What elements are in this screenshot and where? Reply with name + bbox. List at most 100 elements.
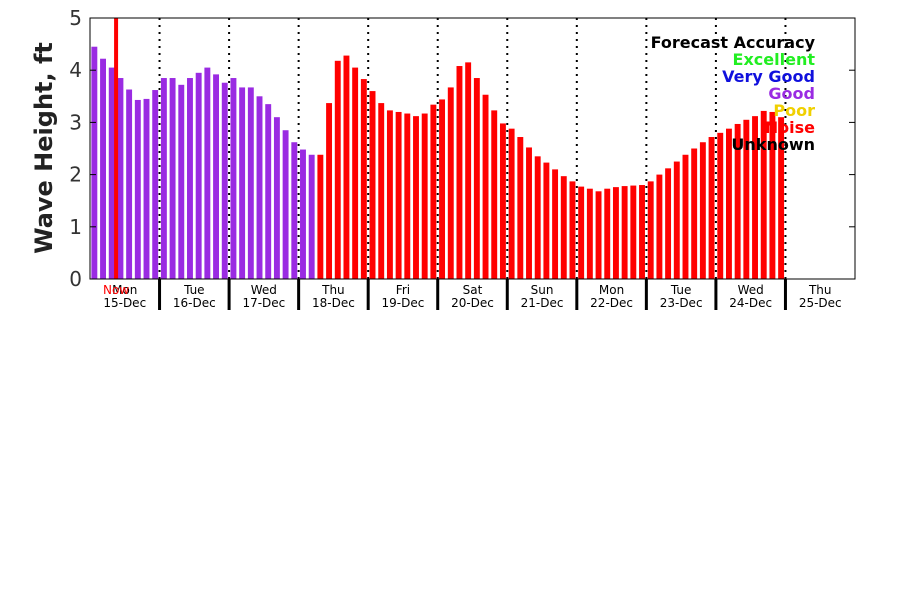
- x-day-name-label: Sat: [463, 283, 483, 297]
- y-axis: 0 1 2 3 4 5: [69, 6, 855, 291]
- y-tick-label: 0: [69, 267, 82, 291]
- wave-bar-noise: [639, 185, 645, 279]
- wave-bar-good: [195, 72, 202, 279]
- wave-bar-noise: [491, 110, 498, 279]
- x-date-label: 23-Dec: [660, 296, 703, 310]
- x-day-name-label: Thu: [808, 283, 832, 297]
- wave-bar-noise: [439, 99, 446, 279]
- wave-bar-good: [265, 104, 272, 279]
- wave-bar-good: [282, 130, 289, 279]
- wave-bar-noise: [734, 123, 741, 279]
- wave-bar-noise: [743, 119, 750, 279]
- wave-bar-noise: [543, 162, 550, 279]
- x-date-label: 21-Dec: [521, 296, 564, 310]
- wave-bar-noise: [699, 142, 706, 279]
- wave-bar-noise: [630, 185, 637, 279]
- wave-bar-noise: [656, 174, 663, 279]
- wave-bar-good: [178, 84, 185, 279]
- x-date-label: 18-Dec: [312, 296, 355, 310]
- wave-bar-noise: [578, 186, 585, 279]
- wave-bar-noise: [404, 113, 411, 279]
- wave-bar-noise: [421, 113, 428, 279]
- wave-bar-good: [117, 78, 124, 279]
- wave-bar-noise: [725, 128, 732, 279]
- wave-bar-noise: [560, 176, 567, 279]
- wave-bar-noise: [317, 154, 324, 279]
- wave-bar-noise: [604, 188, 611, 279]
- wave-bar-good: [187, 78, 193, 279]
- wave-bar-good: [256, 96, 263, 279]
- wave-bar-noise: [352, 67, 359, 279]
- wave-bar-noise: [334, 60, 341, 279]
- wave-bar-noise: [473, 78, 480, 279]
- wave-bar-noise: [430, 104, 437, 279]
- wave-bar-good: [213, 74, 220, 279]
- wave-bar-noise: [386, 110, 393, 279]
- now-label: Now: [103, 283, 129, 297]
- wave-bar-good: [100, 58, 106, 279]
- legend-item-noise: Noise: [765, 118, 815, 137]
- wave-bar-good: [160, 78, 167, 279]
- wave-bar-noise: [517, 137, 524, 279]
- wave-bar-noise: [360, 79, 367, 279]
- wave-bar-good: [239, 87, 246, 280]
- y-tick-label: 5: [69, 6, 82, 30]
- wave-bar-noise: [769, 111, 776, 280]
- wave-bar-noise: [343, 55, 350, 279]
- legend-item-unknown: Unknown: [731, 135, 815, 154]
- wave-bar-noise: [691, 148, 698, 279]
- wave-bar-noise: [508, 128, 515, 279]
- wave-bar-noise: [612, 187, 619, 279]
- wave-bar-noise: [552, 169, 559, 279]
- x-day-name-label: Fri: [396, 283, 410, 297]
- x-day-name-label: Thu: [321, 283, 345, 297]
- wave-bar-noise: [326, 103, 333, 279]
- wave-bar-noise: [673, 161, 680, 279]
- y-tick-label: 4: [69, 58, 82, 82]
- legend-item-excellent: Excellent: [733, 50, 816, 69]
- wave-bar-good: [152, 90, 159, 279]
- wave-bar-good: [221, 82, 228, 279]
- wave-bar-good: [291, 142, 298, 279]
- legend-item-poor: Poor: [773, 101, 815, 120]
- wave-bar-noise: [465, 62, 472, 280]
- wave-bar-noise: [369, 91, 376, 279]
- wave-bar-good: [204, 67, 211, 279]
- legend-title: Forecast Accuracy: [651, 33, 816, 52]
- legend-item-good: Good: [768, 84, 815, 103]
- wave-bar-good: [308, 154, 315, 279]
- chart-bars: [91, 18, 785, 280]
- plot-frame: [89, 17, 856, 280]
- x-date-label: 22-Dec: [590, 296, 633, 310]
- wave-bar-good: [108, 67, 115, 279]
- wave-bar-noise: [413, 116, 419, 279]
- wave-bar-noise: [569, 181, 576, 279]
- x-day-name-label: Mon: [599, 283, 624, 297]
- wave-bar-noise: [395, 111, 402, 280]
- wave-bar-good: [126, 89, 133, 279]
- wave-bar-noise: [482, 94, 489, 279]
- wave-bar-noise: [499, 123, 506, 279]
- wave-bar-noise: [778, 117, 785, 280]
- y-tick-label: 2: [69, 163, 82, 187]
- x-date-label: 25-Dec: [799, 296, 842, 310]
- x-day-name-label: Wed: [738, 283, 764, 297]
- x-day-name-label: Mon: [112, 283, 137, 297]
- wave-bar-good: [300, 149, 306, 279]
- wave-bar-good: [91, 46, 98, 280]
- x-day-name-label: Wed: [251, 283, 277, 297]
- wave-bar-noise: [682, 154, 689, 279]
- wave-bar-good: [230, 78, 237, 279]
- wave-bar-noise: [378, 103, 385, 279]
- wave-bar-noise: [760, 110, 767, 279]
- x-date-label: 15-Dec: [103, 296, 146, 310]
- wave-bar-good: [134, 99, 141, 279]
- y-axis-label: Wave Height, ft: [30, 42, 58, 254]
- y-tick-label: 3: [69, 110, 82, 134]
- forecast-accuracy-legend: Forecast Accuracy Excellent Very Good Go…: [651, 33, 816, 154]
- x-date-label: 20-Dec: [451, 296, 494, 310]
- wave-bar-noise: [586, 188, 593, 279]
- wave-bar-good: [169, 78, 176, 279]
- x-axis: Mon15-DecTue16-DecWed17-DecThu18-DecFri1…: [103, 279, 842, 310]
